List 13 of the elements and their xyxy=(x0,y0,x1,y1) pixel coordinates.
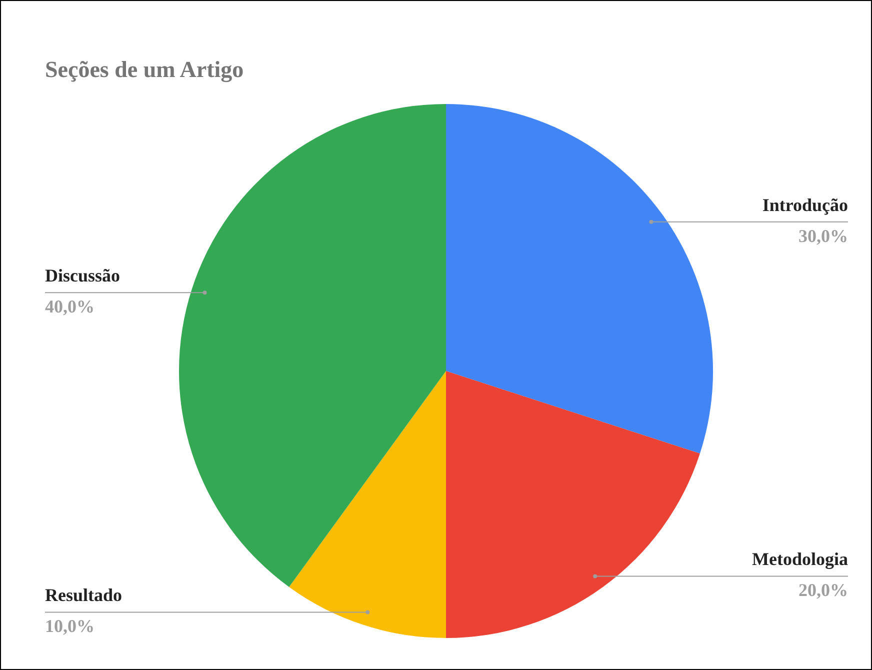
slice-label: Discussão xyxy=(45,266,120,286)
pie-slice xyxy=(446,371,700,638)
data-label: 20,0% xyxy=(798,580,848,600)
chart-title: Seções de um Artigo xyxy=(45,57,244,83)
data-label: 30,0% xyxy=(798,226,848,246)
slice-label: Metodologia xyxy=(752,549,848,570)
data-label: 40,0% xyxy=(45,296,94,317)
pie-slice xyxy=(180,104,446,588)
slice-label: Resultado xyxy=(45,585,122,606)
data-label: 10,0% xyxy=(45,616,94,636)
slice-label: Introdução xyxy=(762,194,848,215)
pie-slice xyxy=(289,371,446,638)
pie-slice xyxy=(446,104,712,454)
